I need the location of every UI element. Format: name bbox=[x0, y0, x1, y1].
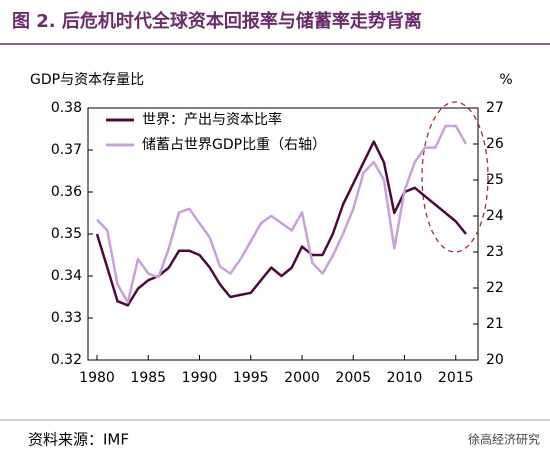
y2-tick-label: 20 bbox=[486, 352, 504, 368]
legend-label: 世界：产出与资本比率 bbox=[142, 111, 282, 128]
x-tick-label: 1980 bbox=[79, 370, 115, 386]
y2-tick-label: 22 bbox=[486, 280, 504, 296]
y-axis-label: GDP与资本存量比 bbox=[30, 72, 144, 88]
x-tick-label: 1990 bbox=[182, 370, 218, 386]
y2-tick-label: 27 bbox=[486, 100, 504, 116]
y2-tick-label: 26 bbox=[486, 136, 504, 152]
y2-tick-label: 25 bbox=[486, 172, 504, 188]
y-tick-label: 0.36 bbox=[51, 184, 82, 200]
y-tick-label: 0.33 bbox=[51, 310, 82, 326]
chart-title: 图 2. 后危机时代全球资本回报率与储蓄率走势背离 bbox=[12, 10, 422, 32]
x-tick-label: 2005 bbox=[335, 370, 371, 386]
source: 资料来源：IMF bbox=[28, 431, 129, 449]
y-tick-label: 0.38 bbox=[51, 100, 82, 116]
y-tick-label: 0.35 bbox=[51, 226, 82, 242]
x-tick-label: 2010 bbox=[387, 370, 423, 386]
highlight-ellipse bbox=[421, 101, 489, 253]
x-tick-label: 2000 bbox=[284, 370, 320, 386]
y2-tick-label: 24 bbox=[486, 208, 504, 224]
y-tick-label: 0.32 bbox=[51, 352, 82, 368]
legend-label: 储蓄占世界GDP比重（右轴） bbox=[142, 137, 326, 153]
y2-axis-label: % bbox=[499, 72, 512, 88]
y2-tick-label: 21 bbox=[486, 316, 504, 332]
x-tick-label: 1995 bbox=[233, 370, 269, 386]
y-tick-label: 0.37 bbox=[51, 142, 82, 158]
y2-tick-label: 23 bbox=[486, 244, 504, 260]
x-tick-label: 2015 bbox=[438, 370, 474, 386]
series-line bbox=[96, 124, 468, 304]
x-tick-label: 1985 bbox=[130, 370, 166, 386]
watermark: 徐高经济研究 bbox=[468, 432, 540, 447]
y-tick-label: 0.34 bbox=[51, 268, 82, 284]
